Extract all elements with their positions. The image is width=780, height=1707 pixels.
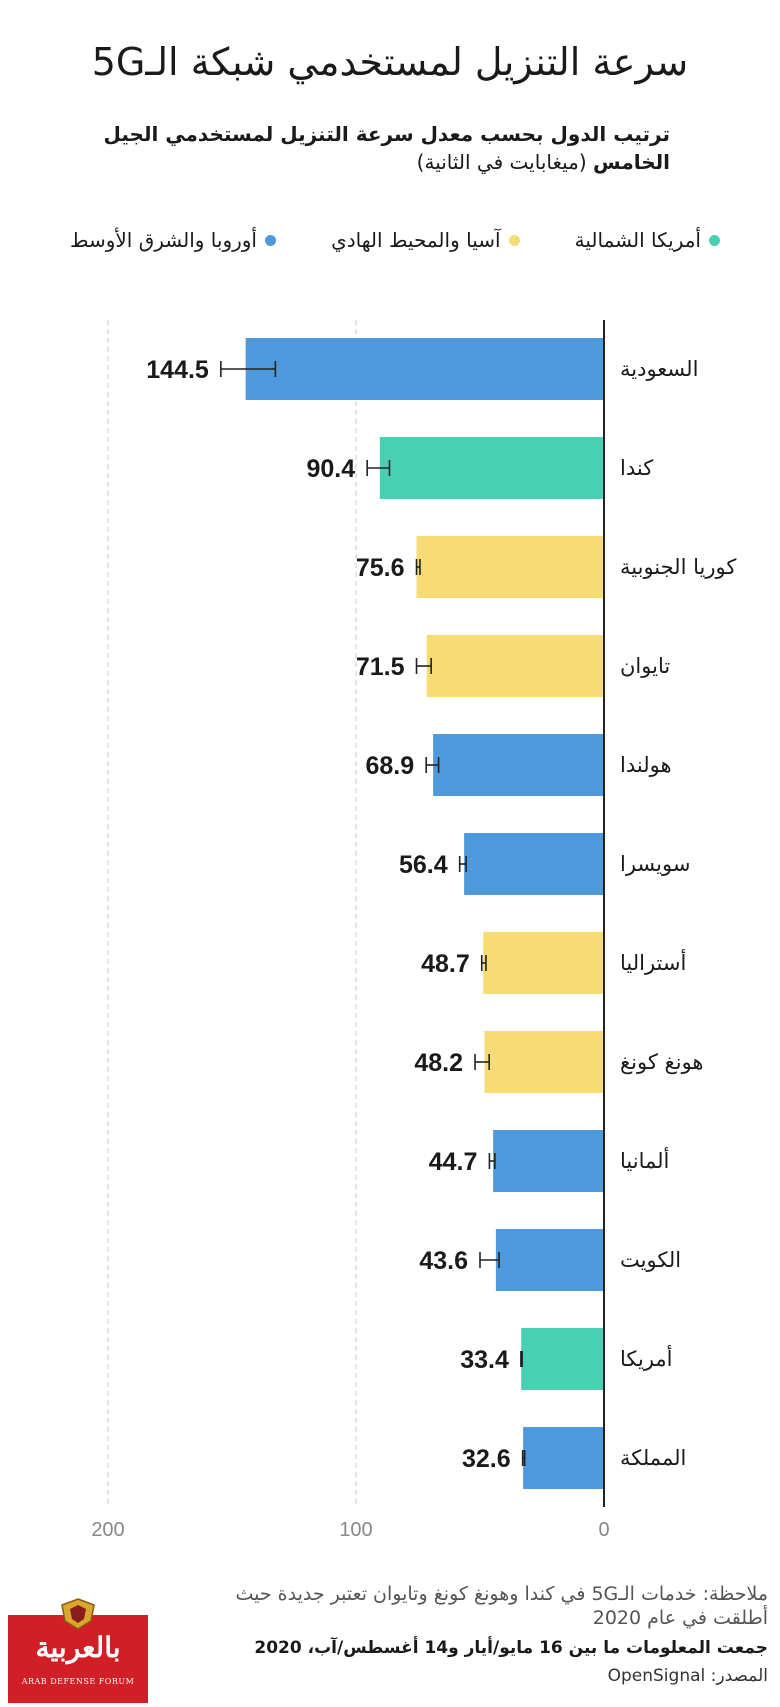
chart-title: سرعة التنزيل لمستخدمي شبكة الـ5G bbox=[91, 40, 689, 84]
bar bbox=[483, 932, 604, 994]
legend-item-asia-pacific: آسيا والمحيط الهادي bbox=[331, 228, 520, 252]
x-tick-label: 100 bbox=[339, 1519, 372, 1541]
category-label: تايوان bbox=[620, 654, 670, 678]
brand-logo: بالعربية ARAB DEFENSE FORUM bbox=[8, 1598, 148, 1703]
value-label: 71.5 bbox=[356, 653, 405, 681]
bar bbox=[245, 338, 604, 400]
value-label: 32.6 bbox=[462, 1445, 511, 1473]
bar bbox=[521, 1328, 604, 1390]
value-label: 56.4 bbox=[399, 851, 448, 879]
value-label: 68.9 bbox=[366, 752, 415, 780]
category-label: المملكة bbox=[620, 1446, 686, 1470]
category-label: الكويت bbox=[620, 1248, 681, 1272]
category-label: هولندا bbox=[620, 753, 672, 777]
bar bbox=[379, 437, 604, 499]
footer-source: المصدر: OpenSignal bbox=[607, 1666, 768, 1686]
category-label: أستراليا bbox=[620, 949, 686, 975]
legend-label-north-america: أمريكا الشمالية bbox=[574, 228, 701, 252]
chart-legend: أوروبا والشرق الأوسط آسيا والمحيط الهادي… bbox=[70, 228, 720, 252]
bar bbox=[523, 1427, 604, 1489]
chart-subtitle: ترتيب الدول بحسب معدل سرعة التنزيل لمستخ… bbox=[70, 120, 670, 176]
legend-item-north-america: أمريكا الشمالية bbox=[575, 228, 720, 252]
legend-label-asia-pacific: آسيا والمحيط الهادي bbox=[331, 228, 501, 252]
bar-chart: 200 100 0 144.5 السعودية 90.4 كندا 75.6 كوريا ال… bbox=[91, 320, 736, 1541]
footer-collection-dates: جمعت المعلومات ما بين 16 مايو/أيار و14 أ… bbox=[254, 1638, 768, 1658]
value-label: 44.7 bbox=[429, 1148, 478, 1176]
value-label: 90.4 bbox=[306, 455, 355, 483]
footer-note: ملاحظة: خدمات الـ5G في كندا وهونغ كونغ و… bbox=[235, 1583, 768, 1629]
x-tick-label: 200 bbox=[91, 1519, 124, 1541]
bar bbox=[416, 536, 604, 598]
value-label: 48.7 bbox=[421, 950, 470, 978]
bar bbox=[433, 734, 604, 796]
subtitle-unit: (ميغابايت في الثانية) bbox=[416, 150, 594, 174]
value-label: 48.2 bbox=[414, 1049, 463, 1077]
x-tick-label: 0 bbox=[598, 1519, 609, 1541]
category-label: أمريكا bbox=[620, 1345, 673, 1371]
footer-notes: ملاحظة: خدمات الـ5G في كندا وهونغ كونغ و… bbox=[200, 1582, 768, 1686]
subtitle-main: ترتيب الدول بحسب معدل سرعة التنزيل لمستخ… bbox=[103, 122, 670, 174]
legend-dot-asia-pacific bbox=[508, 234, 520, 246]
bar bbox=[484, 1031, 604, 1093]
legend-label-europe-me: أوروبا والشرق الأوسط bbox=[70, 228, 257, 252]
category-label: كندا bbox=[620, 456, 653, 480]
bar bbox=[495, 1229, 604, 1291]
bar bbox=[426, 635, 604, 697]
legend-item-europe-me: أوروبا والشرق الأوسط bbox=[70, 228, 276, 252]
category-label: هونغ كونغ bbox=[620, 1050, 704, 1074]
value-label: 33.4 bbox=[460, 1346, 509, 1374]
bar bbox=[464, 833, 604, 895]
shield-emblem-icon bbox=[61, 1598, 95, 1630]
legend-dot-europe-me bbox=[264, 234, 276, 246]
logo-subtext: ARAB DEFENSE FORUM bbox=[21, 1677, 135, 1686]
category-label: السعودية bbox=[620, 357, 698, 381]
category-label: كوريا الجنوبية bbox=[620, 555, 736, 579]
value-label: 75.6 bbox=[356, 554, 405, 582]
legend-dot-north-america bbox=[709, 234, 720, 246]
value-label: 144.5 bbox=[146, 356, 209, 384]
bar bbox=[493, 1130, 604, 1192]
category-label: ألمانيا bbox=[620, 1147, 669, 1173]
category-label: سويسرا bbox=[620, 852, 690, 876]
value-label: 43.6 bbox=[419, 1247, 468, 1275]
logo-text: بالعربية bbox=[35, 1631, 121, 1664]
